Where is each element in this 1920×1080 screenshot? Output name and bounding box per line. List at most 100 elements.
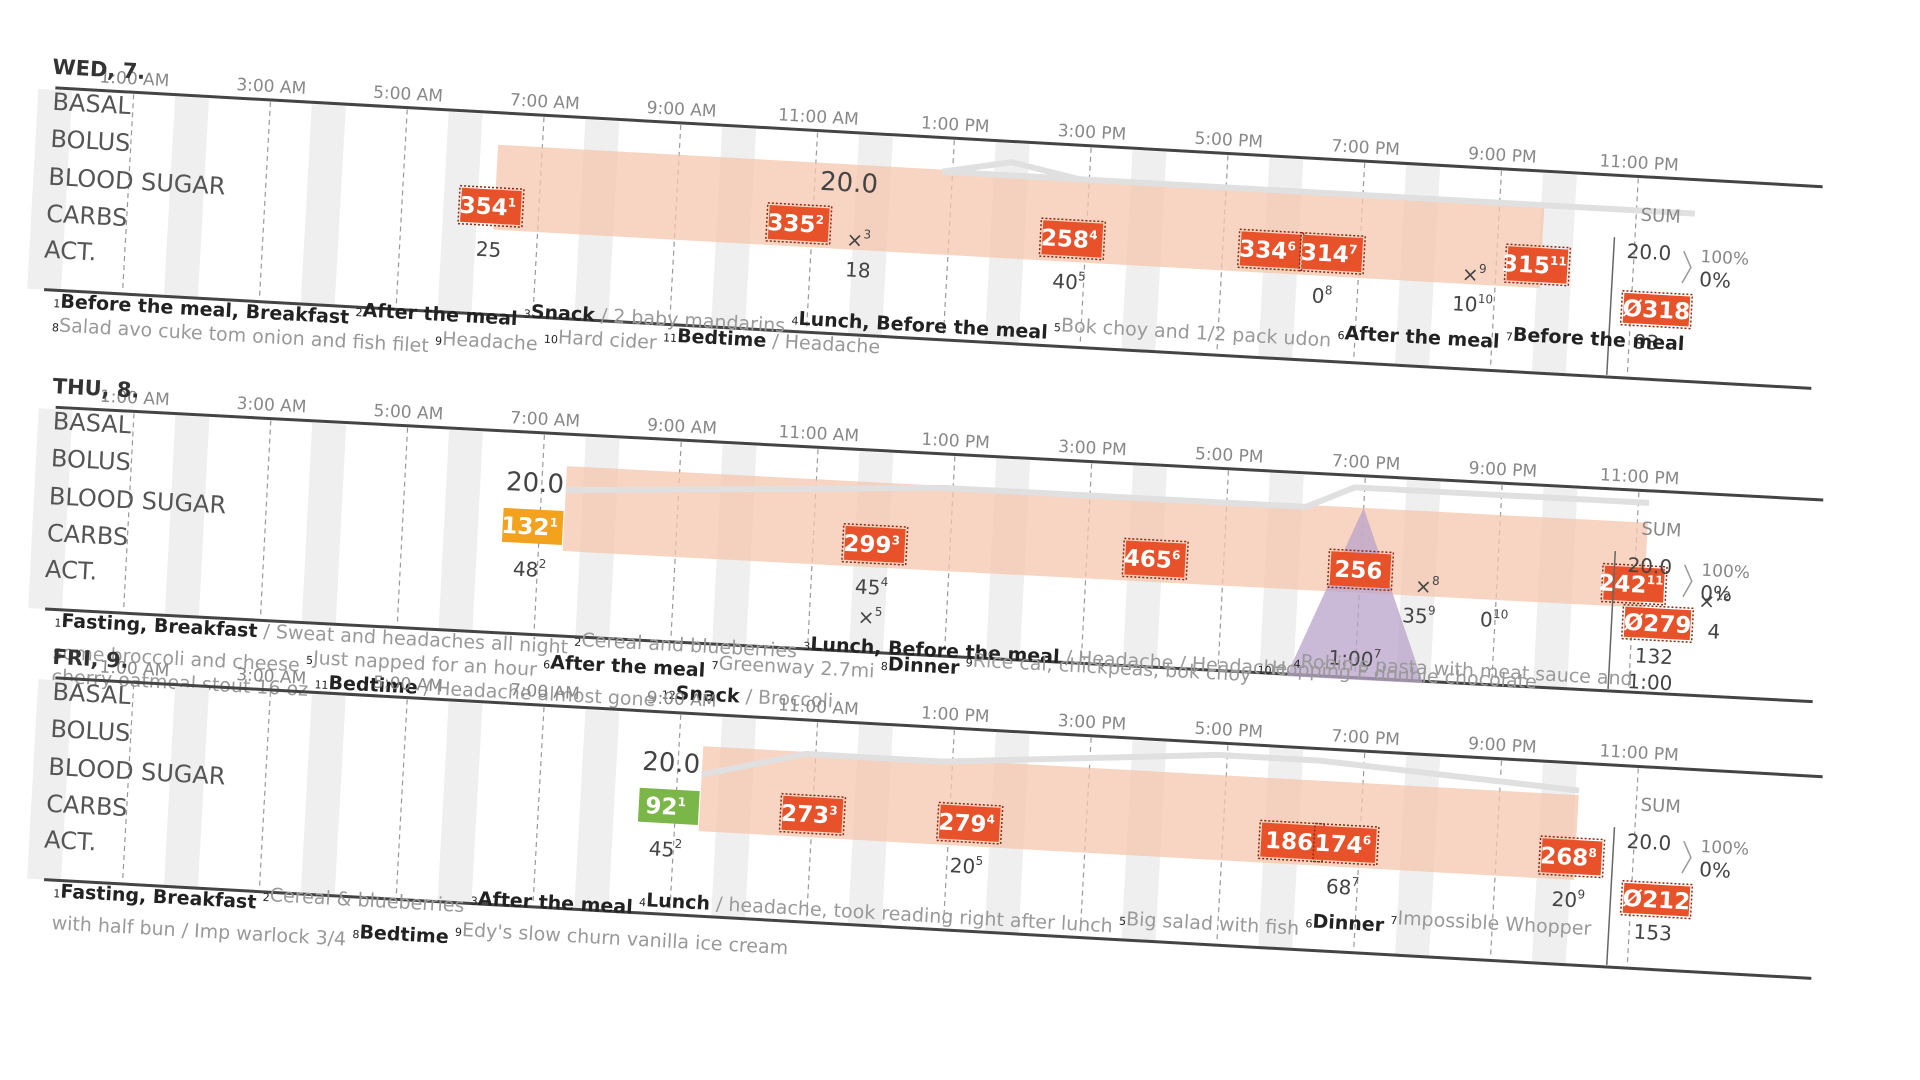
hour-tick bbox=[532, 707, 545, 905]
blood-sugar-box bbox=[1260, 822, 1323, 860]
time-label: 7:00 PM bbox=[1331, 136, 1401, 160]
sum-label: SUM bbox=[1640, 205, 1681, 228]
note-number: 9 bbox=[435, 335, 443, 348]
sum-label: SUM bbox=[1640, 795, 1681, 818]
spacer bbox=[982, 855, 985, 879]
note-number: 5 bbox=[1054, 321, 1062, 334]
note-bold: After the meal bbox=[1344, 322, 1500, 353]
basal-line bbox=[942, 159, 1696, 217]
carbs-value: 1010 bbox=[1451, 290, 1495, 317]
note-index: 10 bbox=[1493, 607, 1509, 622]
hour-column bbox=[27, 88, 73, 291]
marker-x: × bbox=[1414, 574, 1432, 599]
sum-divider bbox=[1606, 237, 1616, 376]
blood-sugar-box bbox=[460, 187, 522, 226]
note-number: 5 bbox=[306, 654, 314, 667]
hour-column bbox=[300, 694, 346, 896]
time-label: 9:00 PM bbox=[1468, 144, 1538, 168]
time-label: 5:00 AM bbox=[373, 83, 444, 107]
blood-sugar-box bbox=[1301, 234, 1364, 273]
sum-bolus: 20.0 bbox=[1626, 239, 1672, 265]
time-label: 11:00 AM bbox=[778, 695, 860, 719]
note-number: 7 bbox=[1505, 330, 1513, 343]
note-index: 7 bbox=[1373, 647, 1381, 661]
sum-chevron bbox=[1682, 564, 1693, 598]
day-label: THU, 8. bbox=[52, 374, 140, 403]
sum-divider bbox=[1607, 551, 1617, 689]
time-label: 1:00 PM bbox=[921, 430, 990, 454]
spacer bbox=[1492, 294, 1495, 318]
sum-bolus: 20.0 bbox=[1626, 829, 1672, 855]
time-label: 1:00 AM bbox=[99, 657, 170, 681]
note-number: 7 bbox=[711, 659, 719, 672]
spacer bbox=[1358, 876, 1361, 900]
blood-sugar-box bbox=[781, 795, 844, 834]
marker-x: × bbox=[846, 227, 864, 252]
row-label: BOLUS bbox=[50, 715, 131, 747]
top-rule bbox=[55, 676, 1823, 779]
spacer bbox=[1085, 271, 1088, 295]
note-number: 11 bbox=[663, 331, 678, 345]
carbs-value: 25 bbox=[475, 237, 502, 262]
hour-column bbox=[574, 709, 620, 912]
time-label: 1:00 PM bbox=[920, 703, 990, 727]
sum-label: SUM bbox=[1641, 518, 1682, 541]
blood-sugar-value: 256 bbox=[1334, 556, 1383, 584]
time-label: 3:00 PM bbox=[1057, 121, 1127, 145]
blood-sugar-outline bbox=[1600, 562, 1668, 606]
blood-sugar-outline bbox=[841, 522, 909, 566]
note-number: 2 bbox=[574, 636, 582, 649]
bolus-value: 20.0 bbox=[641, 747, 700, 780]
time-label: 3:00 AM bbox=[236, 394, 307, 418]
hour-tick bbox=[258, 101, 272, 300]
sum-average: Ø212 bbox=[1622, 886, 1691, 916]
note-number: 10 bbox=[1257, 664, 1272, 678]
carbs-value: 18 bbox=[845, 257, 872, 282]
note-number: 8 bbox=[52, 321, 60, 334]
note-number: 7 bbox=[1390, 914, 1398, 927]
note-bold: Snack bbox=[675, 682, 740, 707]
hour-column bbox=[27, 678, 73, 881]
spacer bbox=[681, 838, 684, 862]
blood-sugar-box bbox=[938, 804, 1001, 842]
carbs-value: 205 bbox=[949, 852, 985, 879]
note-number: 10 bbox=[544, 333, 559, 347]
note-detail: Hard cider bbox=[557, 326, 657, 353]
note-index: 4 bbox=[880, 575, 888, 589]
time-label: 11:00 AM bbox=[778, 422, 860, 446]
hour-column bbox=[437, 111, 483, 314]
note-number: 9 bbox=[455, 926, 463, 939]
hour-column bbox=[163, 686, 210, 889]
bolus-value: 20.0 bbox=[505, 467, 564, 500]
note-bold: Dinner bbox=[887, 653, 960, 679]
carbs-value: 687 bbox=[1325, 873, 1361, 900]
blood-sugar-box bbox=[637, 787, 700, 826]
note-number: 12 bbox=[661, 688, 676, 702]
time-label: 3:00 AM bbox=[236, 665, 307, 689]
blood-sugar-box bbox=[843, 525, 906, 563]
note-index: 7 bbox=[1351, 875, 1359, 889]
time-label: 9:00 AM bbox=[647, 415, 718, 439]
time-label: 1:00 PM bbox=[920, 113, 990, 137]
time-label: 9:00 AM bbox=[646, 688, 717, 712]
spacer bbox=[887, 576, 890, 600]
note-detail: / Broccoli bbox=[739, 686, 834, 713]
blood-sugar-box bbox=[767, 204, 830, 243]
sum-percent: 0% bbox=[1700, 581, 1733, 607]
blood-sugar-outline bbox=[1326, 548, 1395, 592]
day-panel-0: 1:00 AM 3:00 AM 5:00 AM 7:00 AM 9:00 AM 11:00… bbox=[27, 55, 1823, 390]
note-index: 2 bbox=[674, 837, 682, 851]
spacer bbox=[1435, 605, 1438, 629]
spacer bbox=[1584, 889, 1587, 913]
note-number: 4 bbox=[791, 314, 799, 327]
row-label: BOLUS bbox=[50, 125, 131, 157]
day-panel-1: 1:00 AM 3:00 AM 5:00 AM 7:00 AM 9:00 AM 11:00… bbox=[28, 374, 1824, 713]
blood-sugar-outline bbox=[1257, 819, 1325, 863]
note-number: 8 bbox=[880, 660, 888, 673]
note-bold: Bedtime bbox=[677, 325, 767, 352]
blood-sugar-outline bbox=[457, 184, 525, 228]
note-index: 5 bbox=[874, 604, 882, 618]
note-index: 9 bbox=[1577, 887, 1585, 901]
row-label: BASAL bbox=[52, 678, 132, 710]
note-index: 11 bbox=[1550, 254, 1567, 269]
